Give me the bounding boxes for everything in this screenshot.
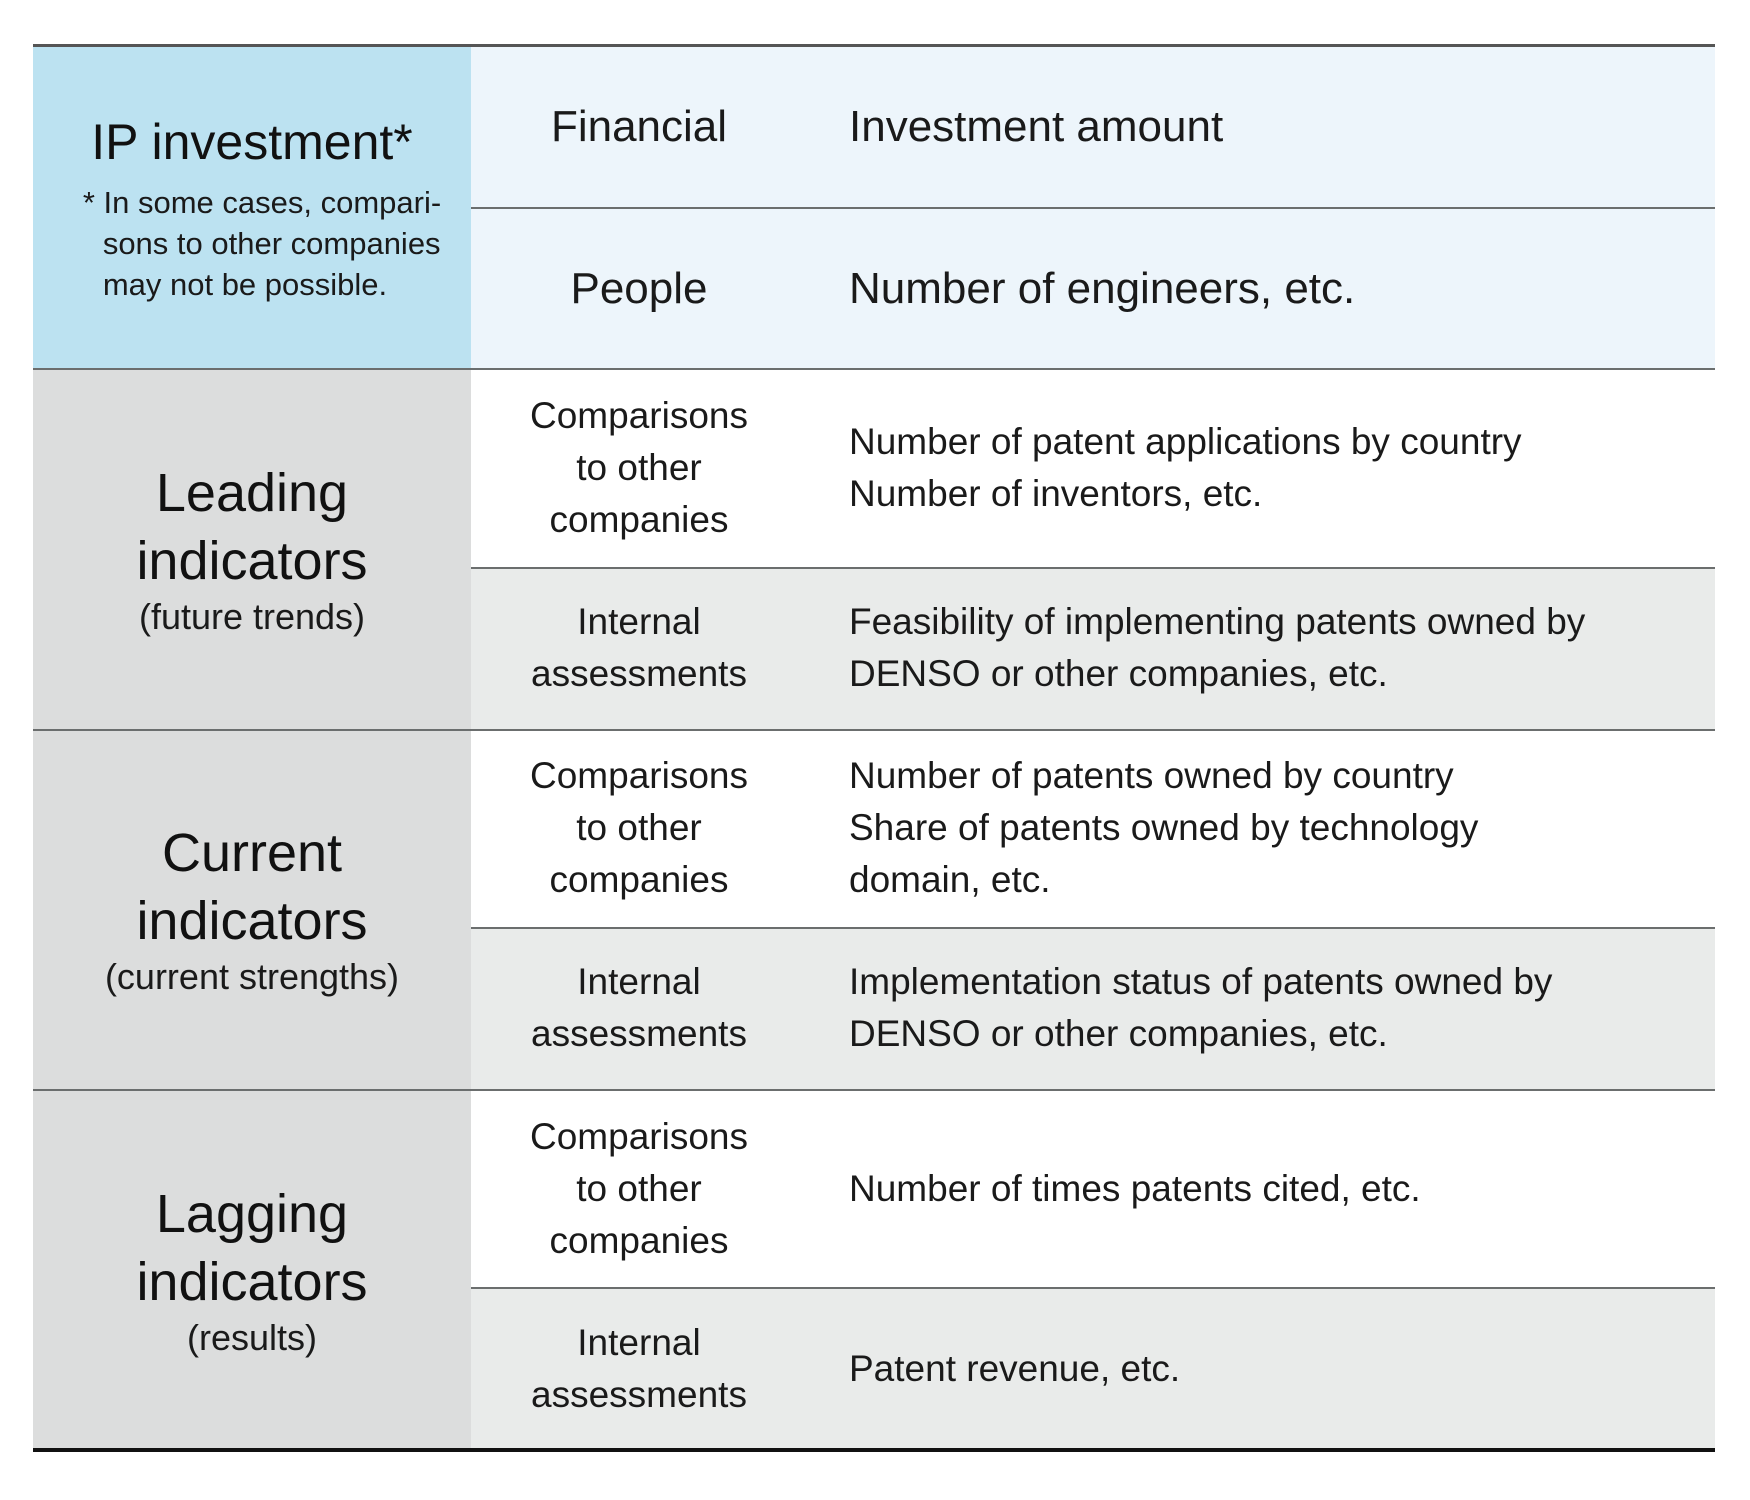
group-title-line: Current <box>161 823 343 883</box>
detail-cell: Patent revenue, etc. <box>807 1288 1715 1450</box>
ip-detail-people: Number of engineers, etc. <box>807 208 1715 369</box>
ip-investment-header: IP investment* * In some cases, compari-… <box>33 46 471 369</box>
detail-cell: Number of patent applications by country… <box>807 369 1715 567</box>
detail-line: Share of patents owned by technology <box>849 807 1479 848</box>
category-line: companies <box>549 859 729 900</box>
detail-line: Feasibility of implementing patents owne… <box>849 601 1586 642</box>
category-cell: Internal assessments <box>471 567 807 729</box>
group-subtitle: (current strengths) <box>104 956 400 997</box>
group-subtitle: (results) <box>186 1316 317 1358</box>
row-divider <box>471 567 1715 569</box>
group-title-line: indicators <box>136 531 368 591</box>
footnote-line: * In some cases, compari- <box>82 185 442 220</box>
category-cell: Comparisons to other companies <box>471 369 807 567</box>
category-cell: Comparisons to other companies <box>471 1089 807 1288</box>
indicator-group-header: Current indicators (current strengths) <box>33 729 471 1089</box>
detail-cell: Number of patents owned by country Share … <box>807 729 1715 927</box>
detail-text: Investment amount <box>849 102 1224 151</box>
category-line: Comparisons <box>530 755 748 796</box>
category-line: to other <box>576 807 702 848</box>
detail-line: DENSO or other companies, etc. <box>849 1013 1388 1054</box>
category-cell: Internal assessments <box>471 927 807 1089</box>
category-line: assessments <box>531 1013 747 1054</box>
detail-line: domain, etc. <box>849 859 1051 900</box>
row-divider <box>471 207 1715 209</box>
detail-text: Number of engineers, etc. <box>849 263 1356 313</box>
category-line: to other <box>576 447 702 488</box>
group-title-line: Lagging <box>155 1183 349 1244</box>
group-title-line: Leading <box>155 463 349 523</box>
bottom-rule <box>33 1448 1715 1452</box>
category-line: assessments <box>531 653 747 694</box>
indicator-group-header: Leading indicators (future trends) <box>33 369 471 729</box>
group-divider <box>33 729 1715 731</box>
ip-investment-title: IP investment* <box>91 114 413 170</box>
category-line: companies <box>549 1219 729 1261</box>
detail-cell: Implementation status of patents owned b… <box>807 927 1715 1089</box>
ip-detail-financial: Investment amount <box>807 46 1715 208</box>
ip-category-people: People <box>471 208 807 369</box>
detail-line: Number of times patents cited, etc. <box>849 1167 1421 1209</box>
category-line: Comparisons <box>530 1115 748 1157</box>
detail-line: DENSO or other companies, etc. <box>849 653 1388 694</box>
category-line: Internal <box>577 601 701 642</box>
ip-footnote: * In some cases, compari- sons to other … <box>63 182 441 305</box>
ip-category-financial: Financial <box>471 46 807 208</box>
indicator-group-header: Lagging indicators (results) <box>33 1089 471 1450</box>
top-rule <box>33 44 1715 47</box>
detail-line: Patent revenue, etc. <box>849 1348 1181 1389</box>
category-line: Internal <box>577 1322 701 1363</box>
category-label: People <box>570 263 708 313</box>
group-subtitle: (future trends) <box>138 596 366 637</box>
detail-line: Number of inventors, etc. <box>849 473 1263 514</box>
category-line: companies <box>549 499 729 540</box>
row-divider <box>471 927 1715 929</box>
category-line: to other <box>576 1167 702 1209</box>
detail-cell: Number of times patents cited, etc. <box>807 1089 1715 1288</box>
category-cell: Comparisons to other companies <box>471 729 807 927</box>
category-line: Internal <box>577 961 701 1002</box>
footnote-line: may not be possible. <box>102 267 388 302</box>
detail-line: Number of patent applications by country <box>849 421 1522 462</box>
detail-cell: Feasibility of implementing patents owne… <box>807 567 1715 729</box>
detail-line: Number of patents owned by country <box>849 755 1454 796</box>
category-label: Financial <box>550 102 728 151</box>
detail-line: Implementation status of patents owned b… <box>849 961 1553 1002</box>
category-line: assessments <box>531 1374 747 1415</box>
footnote-line: sons to other companies <box>102 226 441 261</box>
category-line: Comparisons <box>530 395 748 436</box>
category-cell: Internal assessments <box>471 1288 807 1450</box>
row-divider <box>471 1287 1715 1289</box>
group-divider <box>33 1089 1715 1091</box>
group-title-line: indicators <box>136 1251 368 1312</box>
group-title-line: indicators <box>136 891 368 951</box>
group-divider <box>33 368 1715 370</box>
